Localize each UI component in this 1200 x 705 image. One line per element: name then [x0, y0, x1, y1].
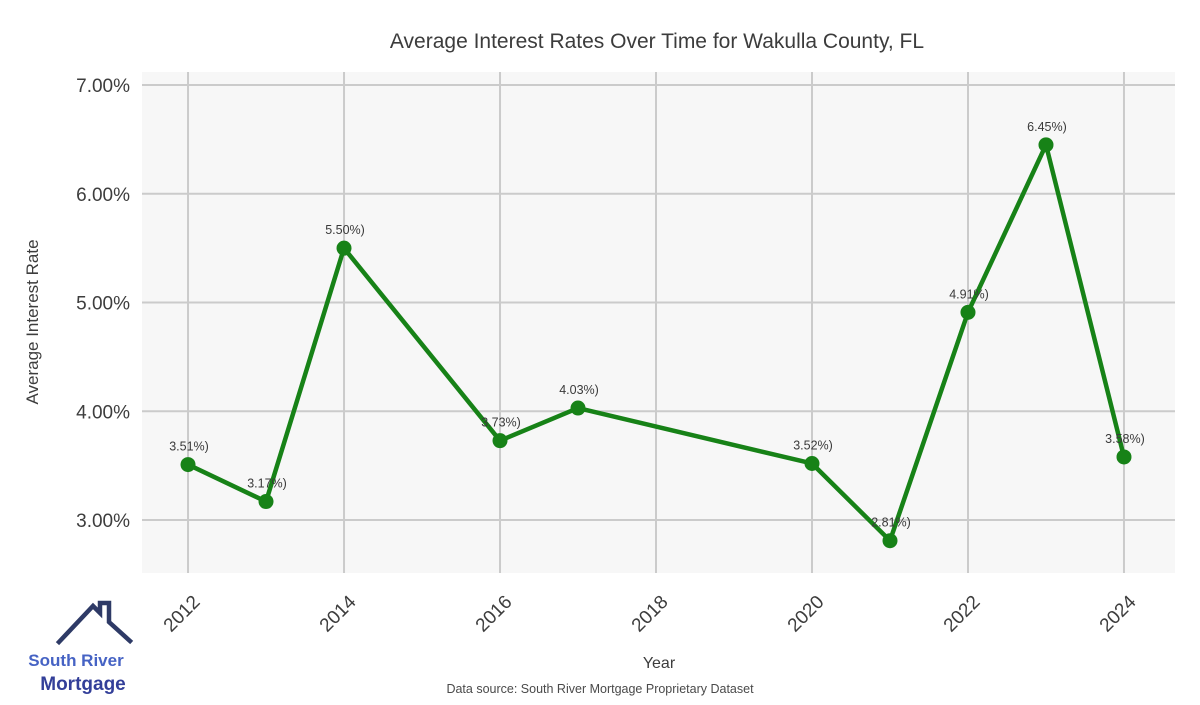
data-point [336, 240, 352, 256]
plot-background [142, 72, 1175, 573]
brand-logo: South River Mortgage [28, 600, 134, 695]
data-line [185, 142, 1127, 543]
x-tick-label: 2012 [160, 592, 205, 637]
data-point [1116, 449, 1132, 465]
y-tick-label: 5.00% [76, 294, 130, 315]
y-tick-label: 4.00% [76, 402, 130, 423]
x-tick-label: 2024 [1096, 591, 1141, 636]
data-point-label: 5.50%) [325, 223, 365, 237]
house-roof-icon [55, 600, 134, 646]
data-point-label: 4.91%) [949, 287, 989, 301]
data-point-label: 4.03%) [559, 383, 599, 397]
x-tick-label: 2018 [628, 592, 673, 637]
logo-text-line1: South River [28, 651, 124, 670]
plot-area: 3.00% 4.00% 5.00% 6.00% 7.00% 2012 2014 2016 201… [76, 72, 1175, 636]
y-tick-label: 3.00% [76, 511, 130, 532]
y-tick-label: 7.00% [76, 76, 130, 97]
data-point-label: 2.81%) [871, 516, 911, 530]
data-point-label: 6.45%) [1027, 120, 1067, 134]
data-point-label: 3.17%) [247, 477, 287, 491]
logo-text-line2: Mortgage [40, 674, 126, 695]
data-source-text: Data source: South River Mortgage Propri… [446, 682, 754, 696]
x-tick-label: 2022 [940, 592, 985, 637]
data-point [492, 433, 508, 449]
x-tick-label: 2016 [472, 592, 517, 637]
y-tick-label: 6.00% [76, 185, 130, 206]
data-point [960, 304, 976, 320]
data-point [180, 457, 196, 473]
x-tick-label: 2020 [784, 592, 829, 637]
data-point-label: 3.51%) [169, 440, 209, 454]
data-point [570, 400, 586, 416]
y-axis-label: Average Interest Rate [23, 239, 42, 404]
data-point-label: 3.58%) [1105, 432, 1145, 446]
x-axis-label: Year [643, 655, 676, 672]
data-point-label: 3.52%) [793, 438, 833, 452]
chart-title: Average Interest Rates Over Time for Wak… [390, 30, 924, 53]
x-tick-label: 2014 [316, 591, 361, 636]
data-point [1038, 137, 1054, 153]
data-point [882, 533, 898, 549]
data-point [258, 494, 274, 510]
data-point [804, 455, 820, 471]
data-point-label: 3.73%) [481, 416, 521, 430]
